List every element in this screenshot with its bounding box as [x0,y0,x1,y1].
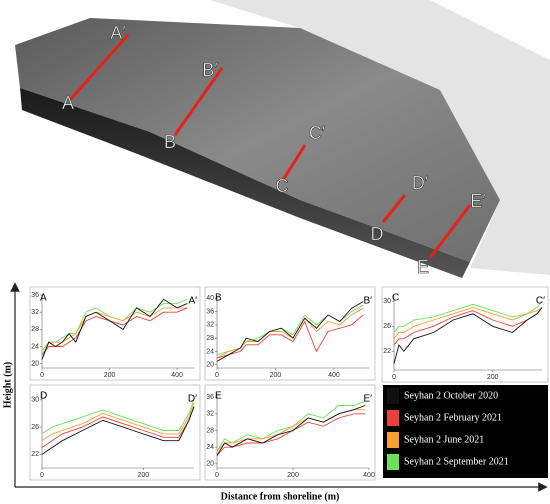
y-tick-label: 36 [31,292,39,299]
y-tick-label: 30 [31,397,39,404]
profile-label: C′ [309,123,326,143]
legend-swatch [387,454,399,470]
x-tick-label: 400 [171,372,183,379]
profile-label: D [371,224,384,244]
y-tick-label: 40 [206,295,214,302]
y-tick-label: 22 [383,348,391,355]
profile-line [68,34,130,101]
profile-line [428,204,472,259]
profile-series [216,301,364,362]
profile-label: B [164,132,176,152]
profile-series [216,400,366,452]
panel-frame [381,286,549,383]
x-tick-label: 0 [40,372,44,379]
panel-title: C [392,293,399,304]
panel-title: B [215,293,222,304]
y-axis-label: Height (m) [2,362,13,408]
legend-box [383,385,548,478]
profile-label: B′ [202,60,218,80]
x-axis-label: Distance from shoreline (m) [221,491,340,502]
profile-series [41,307,188,356]
profile-label: A [62,93,74,113]
profile-series [216,413,366,456]
x-tick-label: 0 [215,472,219,479]
y-tick-label: 32 [206,322,214,329]
x-tick-label: 0 [215,372,219,379]
y-tick-label: 32 [206,411,214,418]
x-tick-label: 200 [487,374,499,381]
panel-frame [29,286,201,381]
profile-series [216,314,364,359]
profile-series [41,399,195,435]
terrain-top [15,18,500,262]
profile-series [216,405,366,456]
y-tick-label: 36 [206,394,214,401]
y-tick-label: 24 [206,348,214,355]
y-tick-label: 20 [206,362,214,369]
y-tick-label: 28 [31,326,39,333]
y-tick-label: 24 [206,444,214,451]
profile-label: C [276,176,289,196]
panel-title: E [215,391,222,402]
profile-series [393,307,543,340]
profile-line [381,194,407,223]
y-tick-label: 20 [206,461,214,468]
profile-series [41,406,195,455]
panel-end-label: D′ [188,394,197,405]
panel-frame [29,384,201,481]
y-tick-label: 36 [206,308,214,315]
panel-title: A [40,293,47,304]
legend-label: Seyhan 2 June 2021 [404,434,484,445]
x-tick-label: 0 [392,374,396,381]
profile-label: A′ [110,23,126,43]
y-tick-label: 20 [31,361,39,368]
y-tick-label: 28 [206,427,214,434]
y-tick-label: 26 [31,424,39,431]
profile-series [393,307,543,364]
profile-series [393,301,543,333]
profile-series [41,298,188,360]
x-tick-label: 200 [104,372,116,379]
profile-line [281,144,307,181]
legend-swatch [387,410,399,426]
panel-end-label: B′ [363,296,372,307]
y-tick-label: 32 [31,309,39,316]
x-tick-label: 200 [270,372,282,379]
terrain-side [20,88,470,278]
y-tick-label: 26 [383,323,391,330]
profile-series [41,403,195,442]
legend-swatch [387,388,399,404]
profile-label: D′ [412,173,429,193]
profile-series [41,406,195,448]
x-tick-label: 400 [363,472,375,479]
legend-swatch [387,432,399,448]
y-tick-label: 22 [31,451,39,458]
profile-label: E′ [470,191,486,211]
y-tick-label: 30 [383,298,391,305]
x-tick-label: 200 [287,472,299,479]
x-tick-label: 400 [328,372,340,379]
panel-title: D [40,391,47,402]
y-tick-label: 24 [31,343,39,350]
map-background [210,0,550,275]
y-tick-label: 28 [206,335,214,342]
panel-end-label: C′ [536,296,545,307]
legend-label: Seyhan 2 October 2020 [404,390,498,401]
x-tick-label: 200 [137,472,149,479]
panel-end-label: E′ [363,394,372,405]
profile-label: E [417,257,429,277]
profile-series [41,298,188,352]
legend-label: Seyhan 2 February 2021 [404,412,502,423]
legend-label: Seyhan 2 September 2021 [404,456,509,467]
panel-end-label: A′ [188,296,197,307]
profile-line [173,67,224,136]
x-tick-label: 0 [40,472,44,479]
